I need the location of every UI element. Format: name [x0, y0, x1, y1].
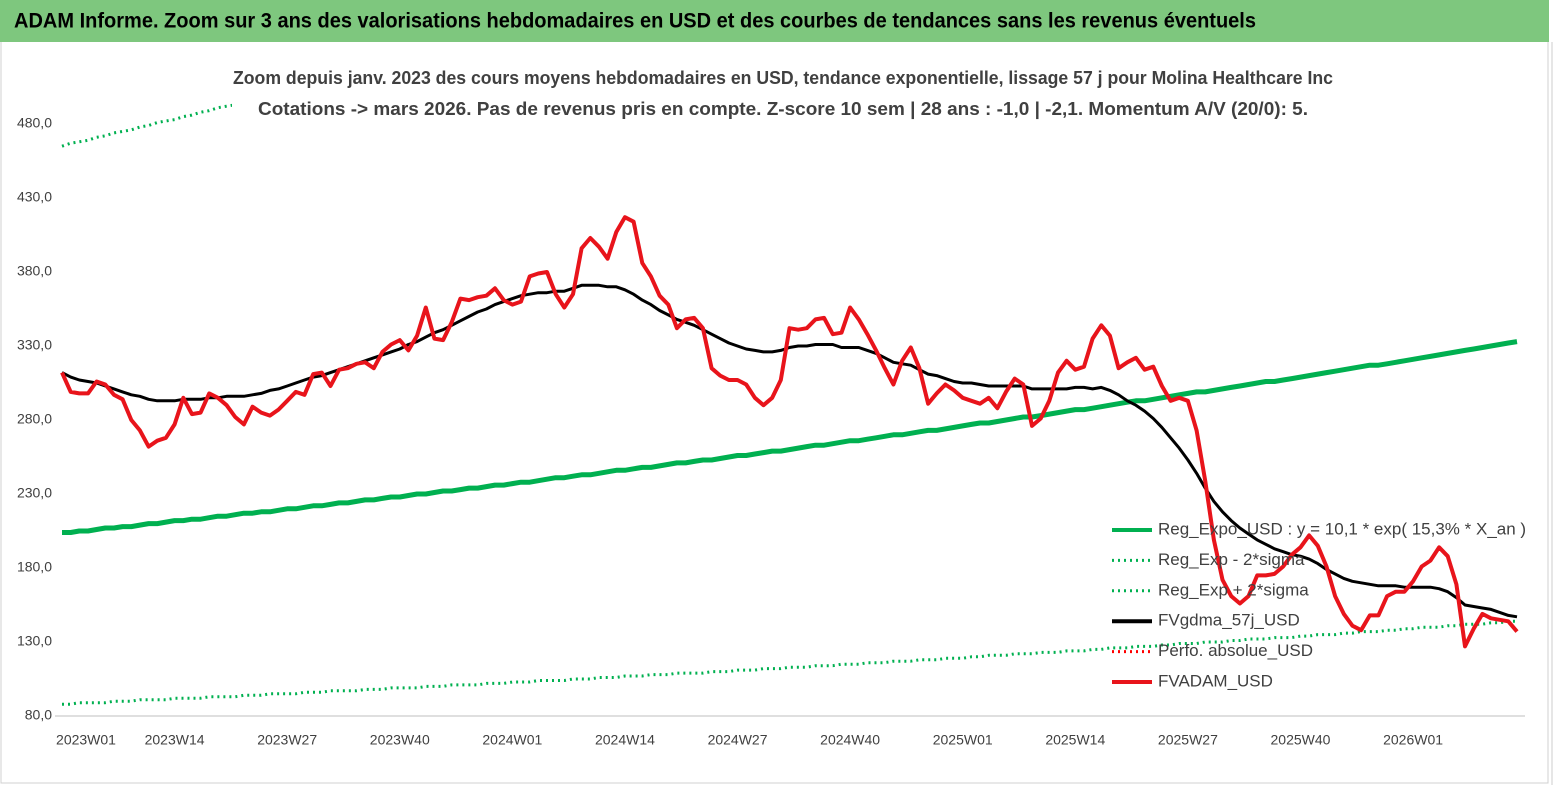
subtitle: Zoom depuis janv. 2023 des cours moyens … [233, 68, 1333, 88]
chart-title: ADAM Informe. Zoom sur 3 ans des valoris… [14, 10, 1256, 33]
x-tick-label: 2025W27 [1158, 732, 1218, 748]
y-tick-label: 430,0 [17, 189, 52, 205]
x-tick-label: 2023W40 [370, 732, 430, 748]
legend-label: Reg_Exp - 2*sigma [1158, 550, 1305, 569]
legend-label: Reg_Expo_USD : y = 10,1 * exp( 15,3% * X… [1158, 519, 1526, 538]
x-tick-label: 2025W01 [933, 732, 993, 748]
x-tick-label: 2024W01 [482, 732, 542, 748]
x-tick-label: 2026W01 [1383, 732, 1443, 748]
y-tick-label: 80,0 [25, 707, 52, 723]
subtitle: Cotations -> mars 2026. Pas de revenus p… [258, 99, 1308, 119]
legend-label: FVADAM_USD [1158, 671, 1273, 690]
series-line [61, 283, 1518, 619]
x-tick-label: 2025W14 [1045, 732, 1105, 748]
x-tick-label: 2023W01 [56, 732, 116, 748]
title-bar [0, 0, 1549, 42]
subtitle-box [232, 62, 1332, 126]
plot [60, 94, 1519, 706]
axes: 80,0 130,0 180,0 230,0 280,0 330,0 380,0 430,0 4… [17, 115, 1443, 748]
legend-label: FVgdma_57j_USD [1158, 611, 1300, 630]
x-tick-label: 2025W40 [1271, 732, 1331, 748]
y-tick-label: 180,0 [17, 559, 52, 575]
y-tick-label: 130,0 [17, 633, 52, 649]
y-tick-label: 280,0 [17, 411, 52, 427]
y-tick-label: 330,0 [17, 337, 52, 353]
legend: Reg_Expo_USD : y = 10,1 * exp( 15,3% * X… [1112, 519, 1526, 690]
legend-label: Perfo. absolue_USD [1158, 641, 1313, 660]
series-line [62, 339, 1518, 535]
series-line [60, 215, 1519, 649]
x-tick-label: 2023W27 [257, 732, 317, 748]
legend-label: Reg_Exp + 2*sigma [1158, 580, 1309, 599]
y-tick-label: 480,0 [17, 115, 52, 131]
x-tick-label: 2024W14 [595, 732, 655, 748]
x-tick-label: 2023W14 [145, 732, 205, 748]
y-tick-label: 380,0 [17, 263, 52, 279]
series-line [62, 619, 1517, 706]
x-tick-label: 2024W27 [708, 732, 768, 748]
y-tick-label: 230,0 [17, 485, 52, 501]
x-tick-label: 2024W40 [820, 732, 880, 748]
